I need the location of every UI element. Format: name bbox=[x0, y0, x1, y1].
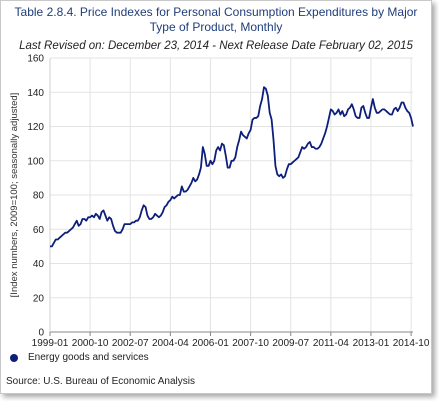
series-layer bbox=[50, 86, 414, 248]
y-tick-label: 100 bbox=[27, 156, 44, 167]
x-tick-label: 2000-10 bbox=[72, 338, 109, 349]
x-tick-label: 2004-04 bbox=[152, 338, 189, 349]
legend-label: Energy goods and services bbox=[28, 352, 149, 363]
y-tick-label: 160 bbox=[27, 54, 44, 65]
y-tick-label: 80 bbox=[33, 191, 45, 202]
y-tick-label: 0 bbox=[38, 328, 44, 339]
y-tick-label: 120 bbox=[27, 122, 44, 133]
x-tick-label: 2006-01 bbox=[192, 338, 229, 349]
series-line-energy bbox=[50, 86, 414, 248]
x-tick-label: 1999-01 bbox=[32, 338, 69, 349]
source-note: Source: U.S. Bureau of Economic Analysis bbox=[6, 376, 195, 387]
legend: Energy goods and services bbox=[10, 352, 149, 363]
x-tick-label: 2002-07 bbox=[112, 338, 149, 349]
y-axis-label: [Index numbers, 2009=100; seasonally adj… bbox=[9, 93, 20, 298]
x-tick-label: 2014-10 bbox=[393, 338, 430, 349]
y-tick-label: 20 bbox=[33, 293, 45, 304]
grid-layer bbox=[50, 57, 413, 332]
legend-marker bbox=[10, 353, 18, 362]
chart-title: Table 2.8.4. Price Indexes for Personal … bbox=[14, 5, 418, 34]
y-tick-label: 140 bbox=[27, 88, 44, 99]
chart-subtitle: Last Revised on: December 23, 2014 - Nex… bbox=[19, 40, 413, 52]
x-tick-label: 2009-07 bbox=[272, 338, 309, 349]
y-tick-label: 60 bbox=[33, 225, 45, 236]
x-tick-label: 2007-10 bbox=[232, 338, 269, 349]
axis-layer bbox=[49, 58, 413, 336]
chart-frame bbox=[0, 0, 432, 394]
y-tick-label: 40 bbox=[33, 259, 45, 270]
x-tick-label: 2011-04 bbox=[313, 338, 349, 349]
x-tick-label: 2013-01 bbox=[353, 338, 390, 349]
label-layer: 0 20 40 60 80 100 120 140 160 1999-01 2000-10 2002-… bbox=[9, 54, 430, 350]
